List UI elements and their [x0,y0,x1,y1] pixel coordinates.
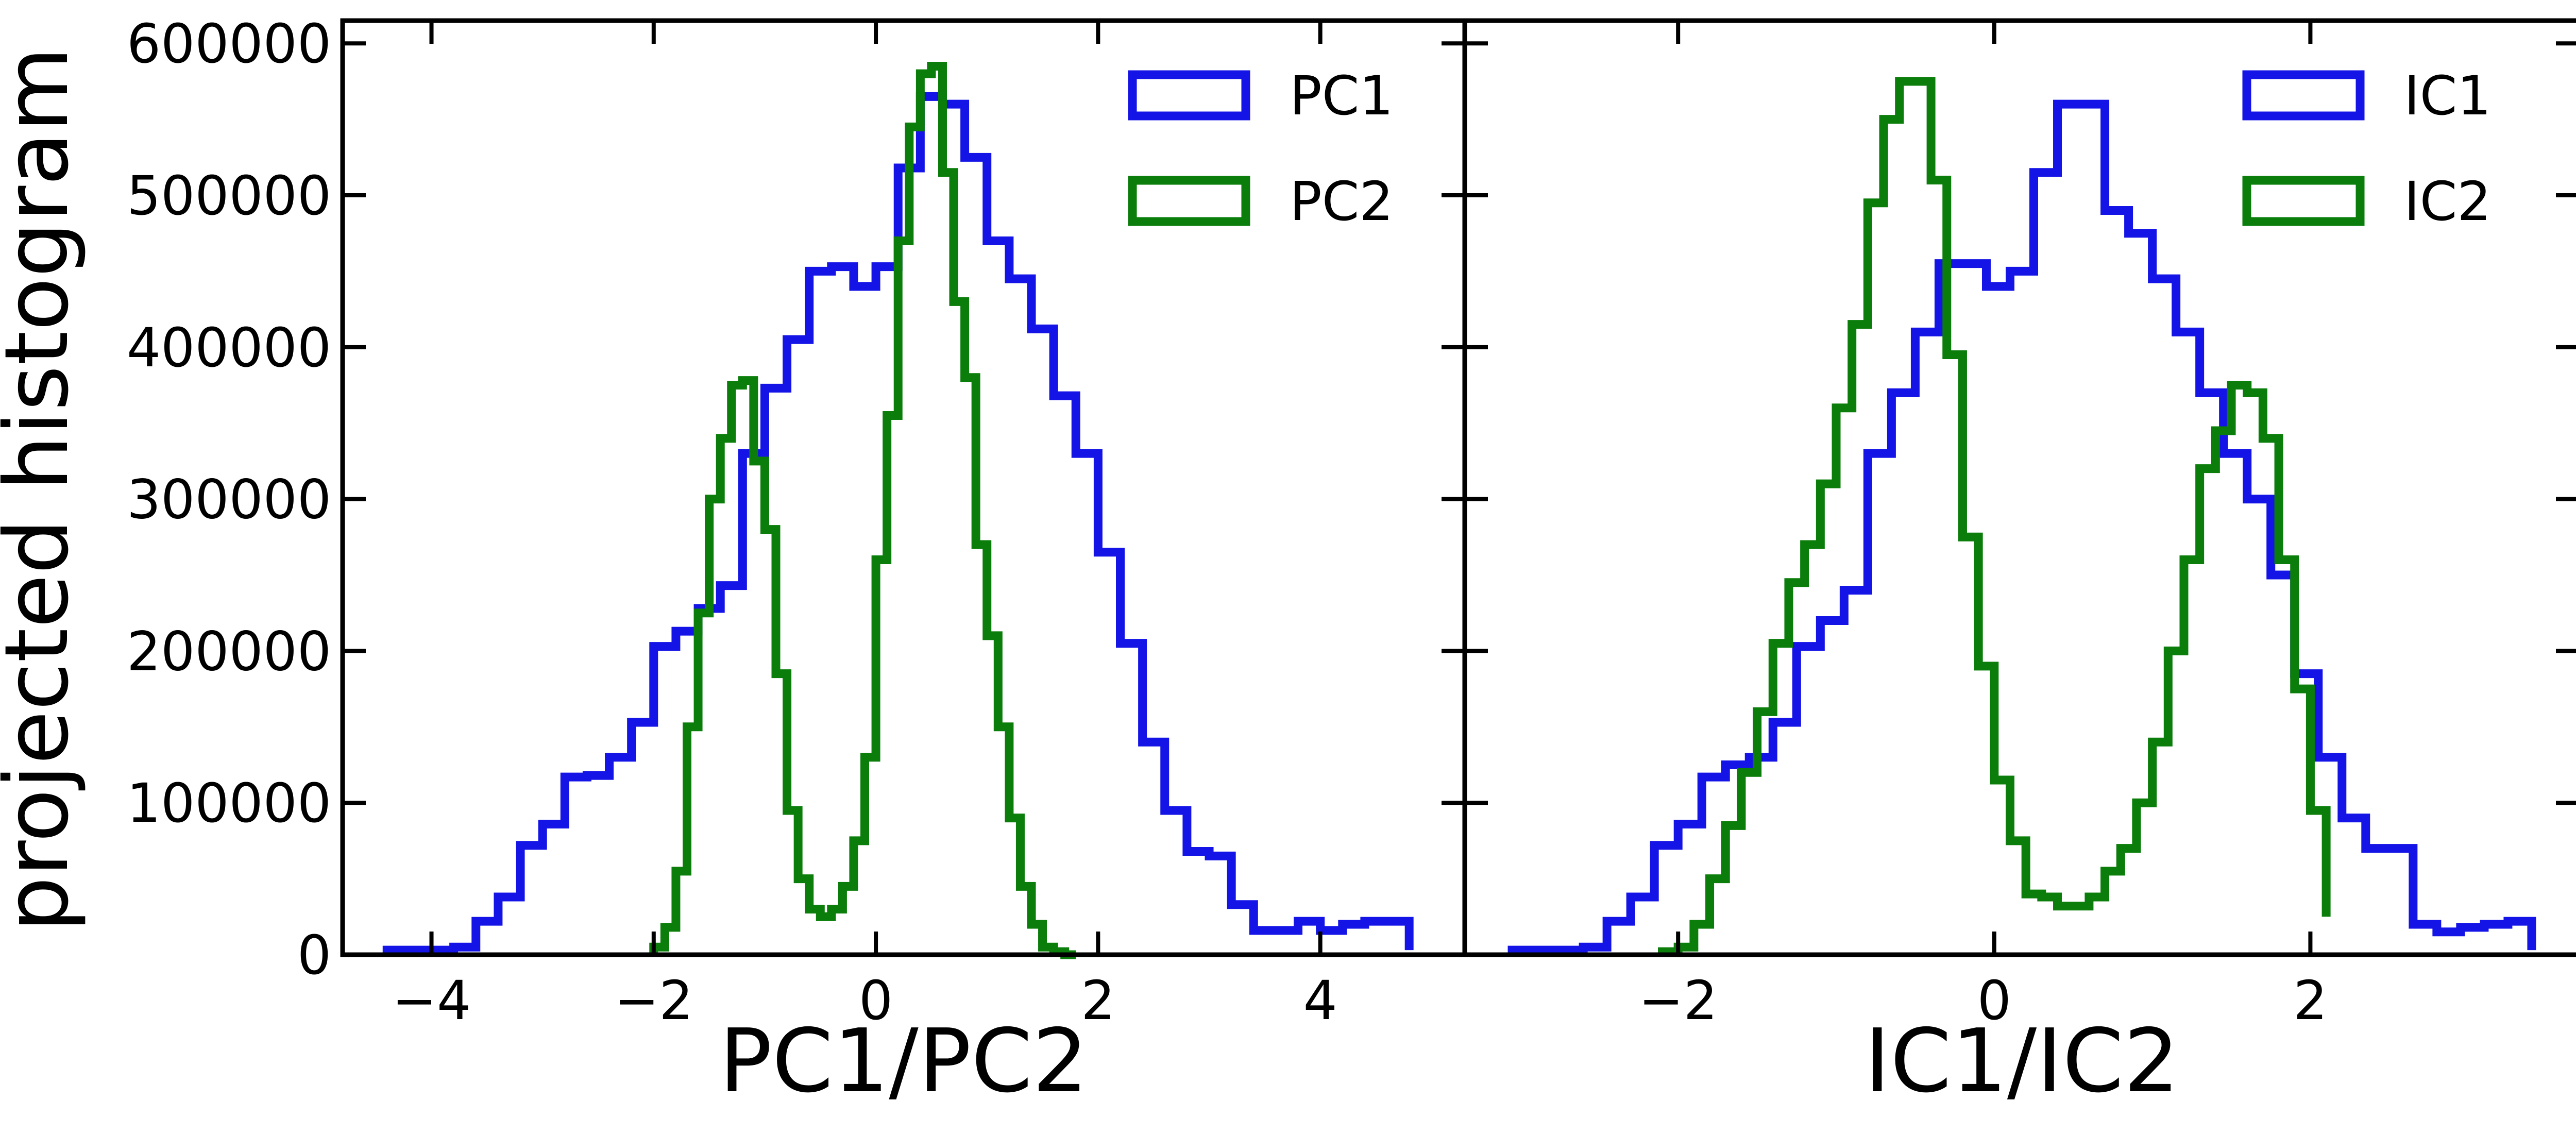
panel-ic: −2 0 2 IC1/IC2 IC1 IC2 [1462,18,2576,1112]
x-tick-label: 4 [1303,969,1337,1032]
y-tick-label: 0 [297,924,331,987]
x-tick-label: −4 [392,969,471,1032]
x-axis-label: PC1/PC2 [719,1010,1088,1112]
plot-frame [1462,18,2576,957]
legend-swatch-pc1 [1128,70,1250,121]
x-axis-label: IC1/IC2 [1865,1010,2179,1112]
y-tick-label: 500000 [127,164,331,227]
legend-label-ic2: IC2 [2404,170,2491,233]
legend-label-pc1: PC1 [1290,64,1394,127]
y-tick-label: 600000 [127,12,331,75]
series-ic2-line [1658,77,2331,956]
legend-swatch-ic2 [2242,176,2365,226]
series-ic1-line [1507,99,2536,955]
series-pc1-line [382,92,1414,955]
legend-swatch-pc2 [1128,176,1250,226]
y-axis-label: projected histogram [0,47,88,932]
panel-pc: −4 −2 0 2 4 0 100000 200000 300000 400000 500000 60… [127,12,1467,1112]
y-tick-label: 400000 [127,316,331,379]
x-tick-label: 2 [2293,969,2327,1032]
legend-label-pc2: PC2 [1290,170,1394,233]
legend-label-ic1: IC1 [2404,64,2491,127]
y-tick-label: 300000 [127,468,331,531]
legend: PC1 PC2 [1128,64,1394,233]
legend-swatch-ic1 [2242,70,2365,121]
plot-frame [340,18,1467,957]
x-tick-label: −2 [1639,969,1718,1032]
y-tick-label: 100000 [127,772,331,835]
y-tick-label: 200000 [127,620,331,683]
x-tick-label: 2 [1081,969,1115,1032]
series-pc2-line [649,61,1076,959]
x-tick-label: 0 [859,969,893,1032]
x-tick-label: −2 [614,969,693,1032]
legend: IC1 IC2 [2242,64,2491,233]
x-tick-label: 0 [1977,969,2011,1032]
